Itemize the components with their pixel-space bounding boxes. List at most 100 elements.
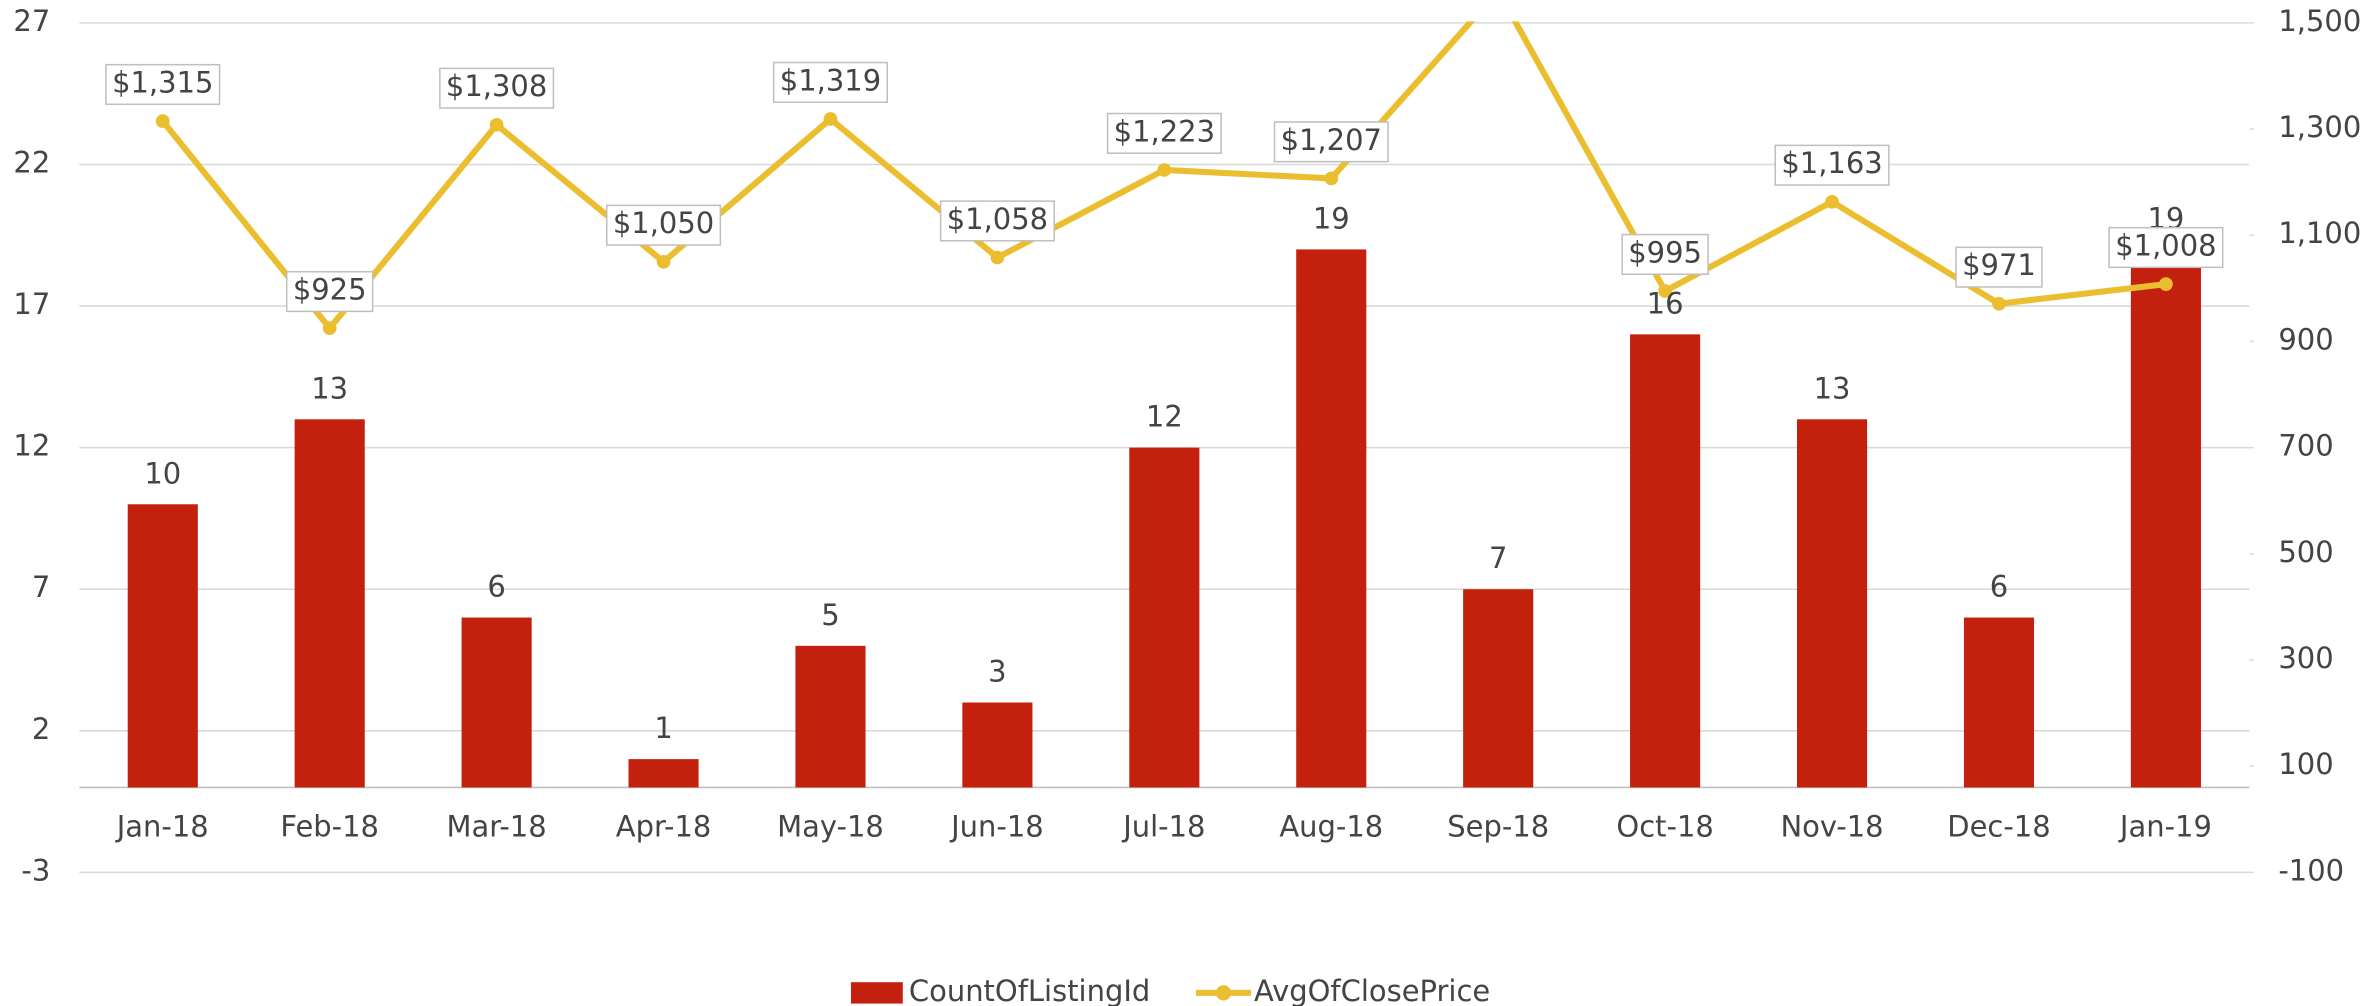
line-marker: [1658, 284, 1672, 298]
y2-tick-label: 100: [2278, 747, 2333, 781]
value-label-text: $1,308: [446, 69, 547, 103]
value-label: $1,058: [939, 200, 1055, 242]
value-label: $1,050: [606, 204, 722, 246]
value-label-text: $1,319: [780, 63, 881, 97]
bar-label: 5: [821, 598, 839, 632]
value-label: $925: [285, 270, 374, 313]
x-tick-label: Sep-18: [1447, 810, 1549, 844]
line-marker: [1825, 194, 1839, 209]
value-label-text: $971: [1962, 248, 2036, 282]
value-label-box: [939, 200, 1055, 242]
value-label-box: [1106, 112, 1222, 154]
value-label: $1,319: [772, 61, 889, 103]
line-marker: [1157, 163, 1172, 177]
bar: [1463, 589, 1534, 788]
value-label-box: [285, 270, 374, 313]
x-tick-label: Jan-19: [2118, 810, 2212, 844]
y2-tick-label: 1,500: [2278, 4, 2361, 38]
value-label: $971: [1955, 246, 2043, 288]
value-label-text: $925: [293, 273, 367, 307]
y-tick-label: 12: [13, 429, 50, 463]
value-label-text: $1,207: [1281, 123, 1382, 157]
x-tick-label: Apr-18: [616, 810, 712, 844]
value-label-box: [1273, 121, 1389, 163]
value-label-text: $995: [1628, 235, 1702, 269]
y2-tick-label: -100: [2278, 853, 2344, 887]
x-tick-label: Jun-18: [949, 810, 1044, 844]
bar: [962, 702, 1033, 788]
line-marker: [155, 114, 170, 128]
bar: [1963, 617, 2035, 788]
y-tick-label: 17: [13, 287, 50, 321]
bar-label: 10: [144, 456, 181, 490]
value-label-text: $1,315: [112, 65, 213, 99]
bar-label: 6: [1990, 570, 2008, 604]
value-label-box: [1621, 233, 1709, 275]
value-label-text: $1,008: [2115, 228, 2216, 262]
line-marker: [489, 117, 504, 132]
y-tick-label: 7: [32, 570, 50, 604]
y-tick-label: 2: [32, 712, 50, 746]
bar: [1296, 249, 1367, 788]
bar: [795, 645, 866, 788]
value-label: $1,207: [1273, 121, 1389, 163]
y-tick-label: 22: [13, 145, 50, 179]
value-label-box: [606, 204, 722, 246]
bar: [628, 759, 699, 788]
bar-label: 3: [988, 655, 1006, 689]
value-label-text: $1,058: [947, 202, 1048, 236]
y2-tick-label: 1,300: [2278, 110, 2361, 144]
legend-swatch-marker: [1215, 985, 1232, 1001]
value-label: $1,163: [1774, 144, 1890, 186]
value-label-text: $1,223: [1114, 114, 1215, 148]
legend-swatch: [850, 982, 903, 1004]
value-label-text: $1,163: [1781, 146, 1882, 180]
x-tick-label: Jan-18: [115, 810, 209, 844]
value-label-box: [105, 63, 221, 106]
bar-label: 19: [1313, 201, 1350, 235]
line-marker: [322, 321, 337, 336]
line-marker: [2159, 277, 2173, 291]
value-label: $1,008: [2108, 226, 2224, 269]
x-tick-label: Oct-18: [1616, 810, 1713, 844]
line-marker: [1992, 296, 2006, 311]
y2-tick-label: 1,100: [2278, 216, 2361, 250]
y2-tick-label: 300: [2278, 641, 2333, 675]
value-label-box: [772, 61, 889, 103]
bar: [461, 617, 532, 788]
bar: [294, 419, 365, 788]
x-tick-label: Nov-18: [1781, 810, 1884, 844]
bar: [2130, 249, 2201, 788]
bar-label: 13: [311, 371, 348, 405]
value-label-box: [1955, 246, 2043, 288]
bar-label: 12: [1146, 400, 1183, 434]
value-label-box: [2108, 226, 2224, 269]
bar-label: 1: [654, 711, 672, 745]
value-label-box: [1774, 144, 1890, 186]
bar: [1630, 334, 1701, 788]
line-marker: [990, 250, 1005, 265]
line-marker: [1324, 171, 1339, 186]
y2-tick-label: 700: [2278, 429, 2333, 463]
value-label-box: [439, 67, 555, 109]
value-label: $1,223: [1106, 112, 1222, 154]
bar-label: 6: [487, 570, 505, 604]
line-marker: [823, 112, 838, 126]
x-tick-label: May-18: [777, 810, 884, 844]
value-label: $1,308: [439, 67, 555, 109]
value-label: $995: [1621, 233, 1709, 275]
legend-label: CountOfListingId: [909, 974, 1150, 1006]
y2-tick-label: 500: [2278, 535, 2333, 569]
x-tick-label: Feb-18: [280, 810, 379, 844]
line-marker: [656, 254, 671, 269]
bar: [127, 504, 198, 788]
y2-tick-label: 900: [2278, 322, 2333, 356]
bar: [1129, 447, 1200, 788]
bar-label: 16: [1647, 286, 1684, 320]
value-label-text: $1,050: [613, 206, 714, 240]
x-tick-label: Jul-18: [1121, 810, 1205, 844]
bar-label: 13: [1814, 371, 1851, 405]
x-tick-label: Mar-18: [447, 810, 547, 844]
